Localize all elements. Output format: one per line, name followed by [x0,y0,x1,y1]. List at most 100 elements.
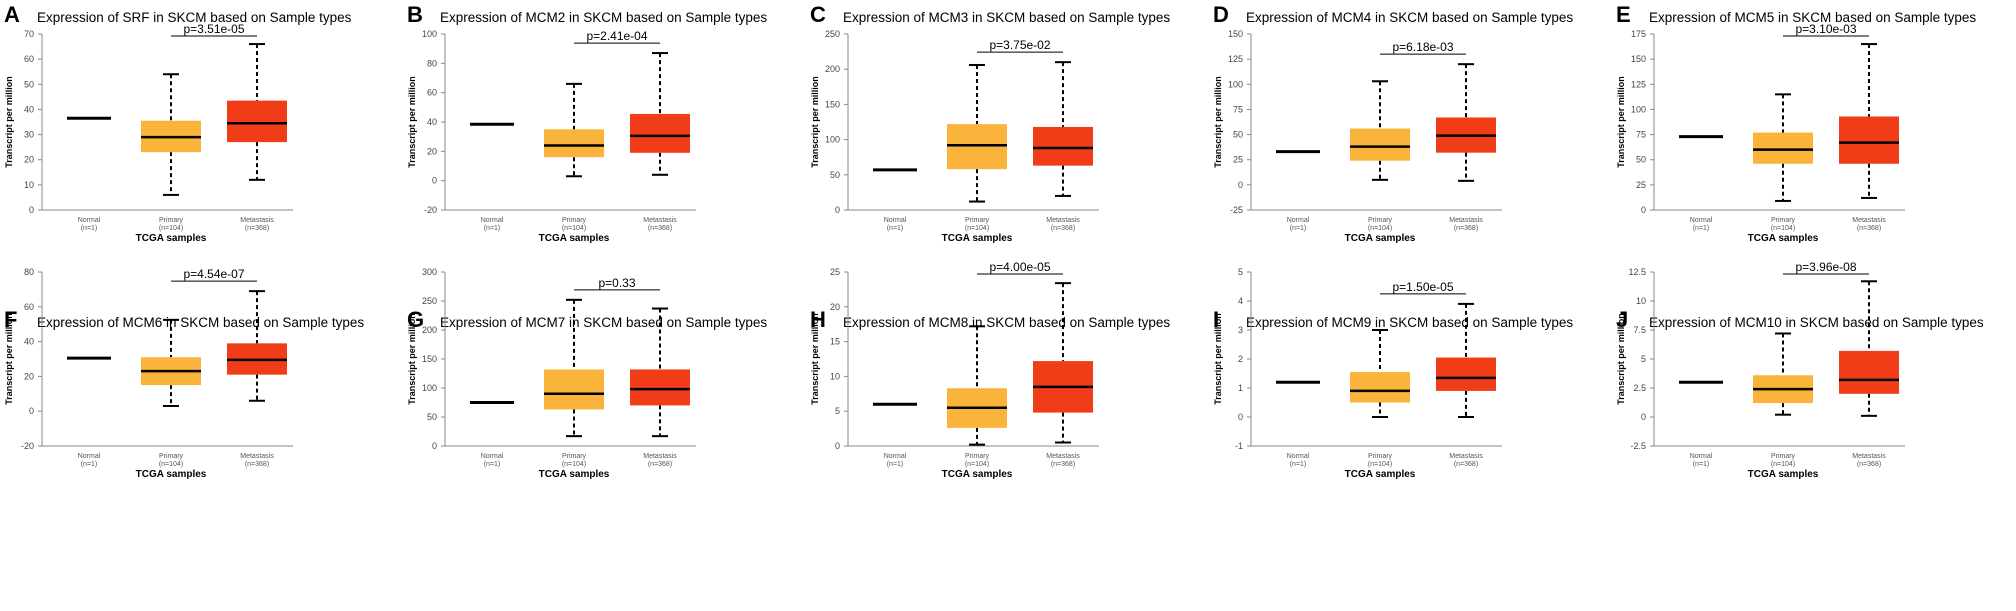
x-tick-label: Metastasis [1449,217,1483,224]
x-tick-label: Metastasis [1852,453,1886,460]
metastasis-box [1033,282,1093,444]
x-tick-count: (n=1) [484,461,501,468]
panel-letter: H [810,307,826,332]
x-axis-label: TCGA samples [1345,469,1416,480]
iqr-box [1753,132,1813,164]
x-tick-label: Primary [965,453,990,460]
y-tick-label: 60 [24,54,34,64]
iqr-box [1350,128,1410,161]
x-axis-label: TCGA samples [942,469,1013,480]
y-axis-label: Transcript per million [4,76,14,168]
chart-title: Expression of MCM8 in SKCM based on Samp… [843,315,1170,330]
chart-title: Expression of MCM5 in SKCM based on Samp… [1649,10,1976,25]
panel-d: D Expression of MCM4 in SKCM based on Sam… [1213,2,1573,244]
y-tick-label: 5 [835,406,840,416]
y-axis-label: Transcript per million [1616,76,1626,168]
primary-box [1753,93,1813,202]
x-tick-count: (n=104) [1368,461,1392,468]
y-tick-label: 250 [825,29,840,39]
y-tick-label: 0 [835,205,840,215]
y-tick-label: 150 [825,99,840,109]
x-axis-label: TCGA samples [1345,233,1416,244]
chart-title: Expression of MCM2 in SKCM based on Samp… [440,10,767,25]
p-value-label: p=0.33 [598,276,635,290]
y-tick-label: 20 [24,371,34,381]
y-tick-label: 30 [24,130,34,140]
x-tick-label: Metastasis [643,217,677,224]
x-axis-label: TCGA samples [539,469,610,480]
y-tick-label: 300 [422,267,437,277]
y-tick-label: 0 [432,176,437,186]
iqr-box [630,369,690,406]
x-tick-label: Primary [1771,453,1796,460]
x-tick-count: (n=368) [245,225,269,232]
y-tick-label: 60 [24,302,34,312]
x-tick-count: (n=1) [887,461,904,468]
x-axis-label: TCGA samples [136,469,207,480]
y-tick-label: 20 [427,146,437,156]
y-tick-label: 15 [830,337,840,347]
x-tick-count: (n=104) [159,461,183,468]
p-value-label: p=6.18e-03 [1392,40,1453,54]
x-tick-label: Primary [159,217,184,224]
x-tick-count: (n=1) [81,225,98,232]
x-tick-count: (n=1) [484,225,501,232]
x-tick-label: Metastasis [240,217,274,224]
x-tick-label: Metastasis [240,453,274,460]
y-tick-label: 0 [29,205,34,215]
y-tick-label: 50 [1636,155,1646,165]
metastasis-box [1839,43,1899,199]
y-tick-label: 12.5 [1628,267,1646,277]
x-axis-label: TCGA samples [942,233,1013,244]
y-tick-label: 40 [24,337,34,347]
p-value-label: p=2.41e-04 [586,29,647,43]
x-tick-count: (n=1) [1693,461,1710,468]
panel-j: J Expression of MCM10 in SKCM based on Sa… [1616,260,1984,480]
x-tick-label: Metastasis [1046,453,1080,460]
x-tick-label: Primary [1771,217,1796,224]
panel-a: A Expression of SRF in SKCM based on Samp… [4,2,352,244]
x-tick-label: Primary [159,453,184,460]
x-axis-label: TCGA samples [539,233,610,244]
x-tick-count: (n=104) [562,461,586,468]
y-tick-label: 50 [24,79,34,89]
panel-b: B Expression of MCM2 in SKCM based on Sam… [407,2,767,244]
iqr-box [1350,372,1410,403]
x-tick-count: (n=104) [1771,461,1795,468]
metastasis-box [1033,61,1093,197]
y-tick-label: 60 [427,88,437,98]
iqr-box [1033,126,1093,166]
y-tick-label: -2.5 [1630,441,1646,451]
x-tick-count: (n=104) [1771,225,1795,232]
y-tick-label: 50 [830,170,840,180]
x-tick-label: Normal [884,217,907,224]
x-tick-label: Primary [965,217,990,224]
chart-title: Expression of SRF in SKCM based on Sampl… [37,10,352,25]
y-tick-label: 100 [422,29,437,39]
y-axis-label: Transcript per million [1213,313,1223,405]
y-tick-label: -1 [1235,441,1243,451]
y-tick-label: 2 [1238,354,1243,364]
y-tick-label: 150 [1631,54,1646,64]
y-tick-label: 70 [24,29,34,39]
x-tick-count: (n=104) [159,225,183,232]
y-tick-label: 75 [1636,130,1646,140]
chart-title: Expression of MCM4 in SKCM based on Samp… [1246,10,1573,25]
x-tick-count: (n=368) [648,225,672,232]
iqr-box [544,369,604,410]
panel-letter: G [407,307,424,332]
x-tick-label: Normal [481,217,504,224]
y-tick-label: 25 [1636,180,1646,190]
x-tick-count: (n=368) [648,461,672,468]
y-tick-label: 0 [1641,205,1646,215]
metastasis-box [1436,302,1496,418]
iqr-box [544,129,604,158]
primary-box [947,63,1007,203]
iqr-box [630,113,690,153]
y-tick-label: 4 [1238,296,1243,306]
y-tick-label: -20 [21,441,34,451]
x-tick-count: (n=1) [1290,461,1307,468]
x-tick-count: (n=104) [562,225,586,232]
y-axis-label: Transcript per million [1616,313,1626,405]
x-tick-label: Normal [78,217,101,224]
